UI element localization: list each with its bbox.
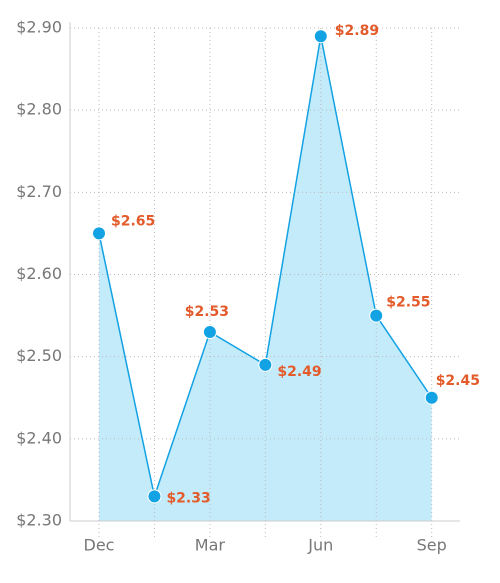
point [258, 357, 273, 372]
x-tick-label: Dec [84, 536, 115, 555]
y-tick-label: $2.90 [16, 18, 62, 37]
y-tick-label: $2.60 [16, 264, 62, 283]
x-tick-label: Jun [307, 536, 333, 555]
value-label: $2.33 [166, 490, 210, 506]
value-label: $2.89 [335, 23, 379, 39]
area [99, 36, 432, 521]
point [369, 308, 384, 323]
x-tick-label: Mar [195, 536, 226, 555]
y-tick-label: $2.30 [16, 511, 62, 530]
y-tick-label: $2.50 [16, 346, 62, 365]
y-tick-label: $2.80 [16, 100, 62, 119]
point [313, 29, 328, 44]
y-tick-label: $2.70 [16, 182, 62, 201]
value-label: $2.65 [111, 213, 155, 229]
value-label: $2.53 [185, 304, 229, 320]
value-label: $2.55 [386, 295, 430, 311]
point [202, 325, 217, 340]
value-label: $2.45 [436, 373, 480, 389]
point [147, 489, 162, 504]
value-label: $2.49 [277, 364, 321, 380]
y-tick-label: $2.40 [16, 428, 62, 447]
point [424, 390, 439, 405]
point [92, 226, 106, 241]
x-tick-label: Sep [417, 536, 447, 555]
